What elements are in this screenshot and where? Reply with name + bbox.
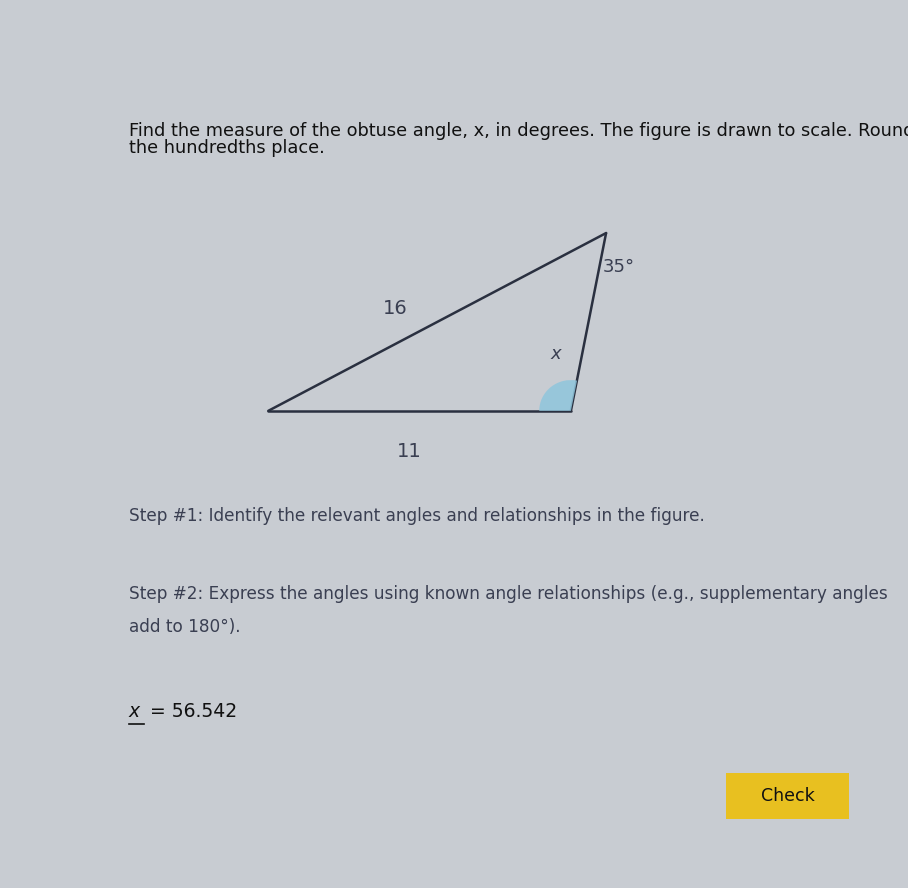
Text: the hundredths place.: the hundredths place. xyxy=(129,139,325,156)
Text: x: x xyxy=(129,702,140,721)
Text: Check: Check xyxy=(761,787,814,805)
Text: Step #2: Express the angles using known angle relationships (e.g., supplementary: Step #2: Express the angles using known … xyxy=(129,585,888,603)
Text: 11: 11 xyxy=(397,442,421,462)
Text: Step #1: Identify the relevant angles and relationships in the figure.: Step #1: Identify the relevant angles an… xyxy=(129,506,705,525)
Wedge shape xyxy=(539,380,577,411)
Text: 16: 16 xyxy=(382,298,408,318)
Text: x: x xyxy=(550,345,561,363)
Text: add to 180°).: add to 180°). xyxy=(129,618,241,636)
Text: 35°: 35° xyxy=(603,258,635,276)
FancyBboxPatch shape xyxy=(716,769,859,822)
Text: Find the measure of the obtuse angle, x, in degrees. The figure is drawn to scal: Find the measure of the obtuse angle, x,… xyxy=(129,122,908,139)
Text: = 56.542: = 56.542 xyxy=(144,702,238,721)
